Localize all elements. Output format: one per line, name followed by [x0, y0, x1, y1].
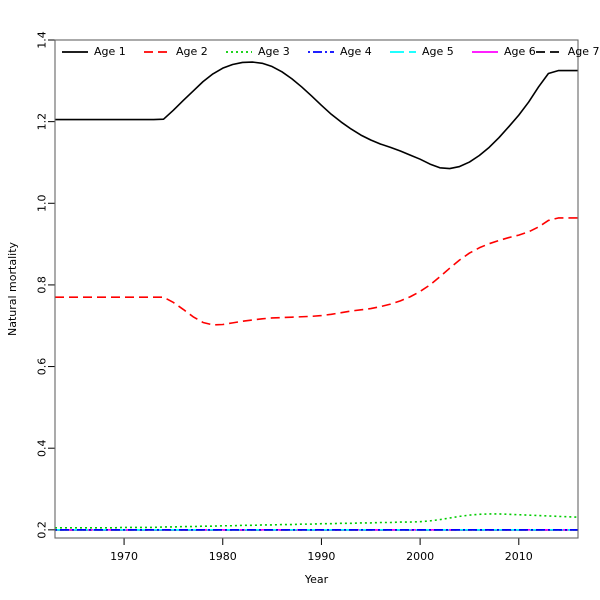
axes-layer — [48, 39, 520, 545]
plot-frame — [54, 39, 579, 539]
x-tick-label: 2010 — [505, 550, 533, 563]
x-axis-title: Year — [304, 573, 329, 586]
y-tick-label: 0.8 — [36, 276, 49, 294]
series-line — [55, 513, 579, 529]
series-line — [55, 217, 578, 326]
series-layer — [55, 61, 579, 531]
x-tick-label: 1980 — [209, 550, 237, 563]
y-tick-label: 0.6 — [36, 358, 49, 376]
x-tick-label: 1990 — [307, 550, 335, 563]
y-tick-label: 0.4 — [36, 439, 49, 457]
y-axis-title: Natural mortality — [6, 241, 19, 336]
plot-border — [54, 39, 579, 539]
y-tick-label: 1.2 — [36, 113, 49, 131]
series-line — [55, 61, 578, 170]
x-tick-label: 2000 — [406, 550, 434, 563]
y-tick-label: 1.0 — [36, 195, 49, 213]
axis-labels-layer: 1970 1980 1990 2000 2010 0.2 0.4 0.6 0.8 1.0 1.2 1.… — [6, 31, 533, 586]
x-tick-label: 1970 — [110, 550, 138, 563]
y-tick-label: 0.2 — [36, 521, 49, 539]
y-tick-label: 1.4 — [36, 31, 49, 49]
